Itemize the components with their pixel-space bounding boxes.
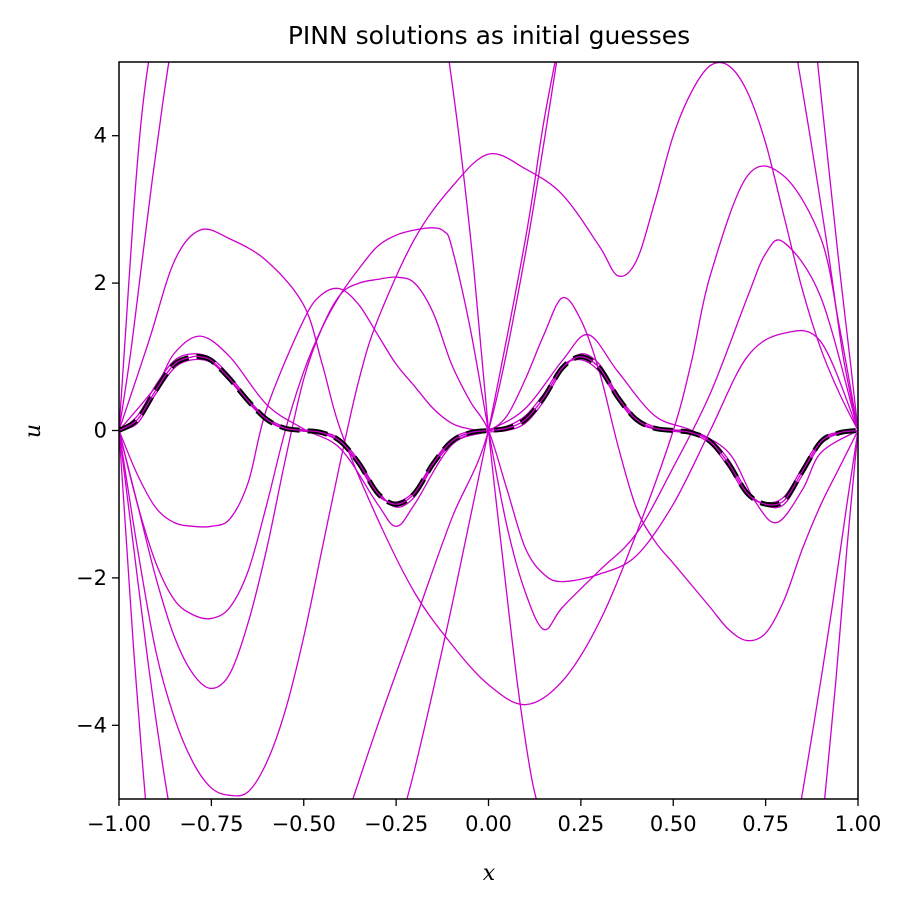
guess-curve-13 bbox=[448, 62, 537, 799]
guess-curve-19 bbox=[800, 430, 858, 799]
x-tick-label: −1.00 bbox=[87, 812, 151, 836]
guess-curve-11 bbox=[119, 430, 147, 799]
guess-curves bbox=[119, 62, 858, 799]
guess-curve-15 bbox=[352, 62, 558, 799]
reference-curve-group bbox=[119, 353, 858, 508]
guess-curve-17 bbox=[797, 62, 858, 431]
guess-curve-16 bbox=[816, 62, 858, 431]
guess-curve-9 bbox=[119, 62, 150, 431]
y-axis-label: u bbox=[21, 424, 46, 438]
x-tick-label: −0.75 bbox=[179, 812, 243, 836]
x-tick-label: −0.25 bbox=[364, 812, 428, 836]
y-axis-ticks: −4 −2 0 2 4 bbox=[76, 124, 119, 737]
y-tick-label: 4 bbox=[94, 124, 107, 148]
x-axis-label: x bbox=[483, 861, 496, 886]
guess-curve-7 bbox=[119, 287, 858, 642]
guess-curve-5 bbox=[119, 276, 858, 690]
x-tick-label: 0.25 bbox=[557, 812, 604, 836]
x-tick-label: 1.00 bbox=[835, 812, 882, 836]
chart-title: PINN solutions as initial guesses bbox=[288, 21, 690, 50]
x-tick-label: −0.50 bbox=[272, 812, 336, 836]
y-tick-label: −2 bbox=[76, 566, 107, 590]
x-tick-label: 0.75 bbox=[742, 812, 789, 836]
x-tick-label: 0.50 bbox=[650, 812, 697, 836]
x-axis-ticks: −1.00 −0.75 −0.50 −0.25 0.00 0.25 0.50 0.75 1.00 bbox=[87, 799, 882, 836]
guess-curve-10 bbox=[119, 62, 170, 431]
reference-overlay-curve bbox=[119, 355, 858, 506]
y-tick-label: 0 bbox=[94, 419, 107, 443]
y-tick-label: −4 bbox=[76, 713, 107, 737]
guess-curve-6 bbox=[119, 227, 858, 631]
guess-curve-18 bbox=[823, 430, 858, 799]
guess-curve-4 bbox=[119, 165, 858, 706]
x-tick-label: 0.00 bbox=[465, 812, 512, 836]
y-tick-label: 2 bbox=[94, 271, 107, 295]
guess-curve-12 bbox=[119, 430, 169, 799]
